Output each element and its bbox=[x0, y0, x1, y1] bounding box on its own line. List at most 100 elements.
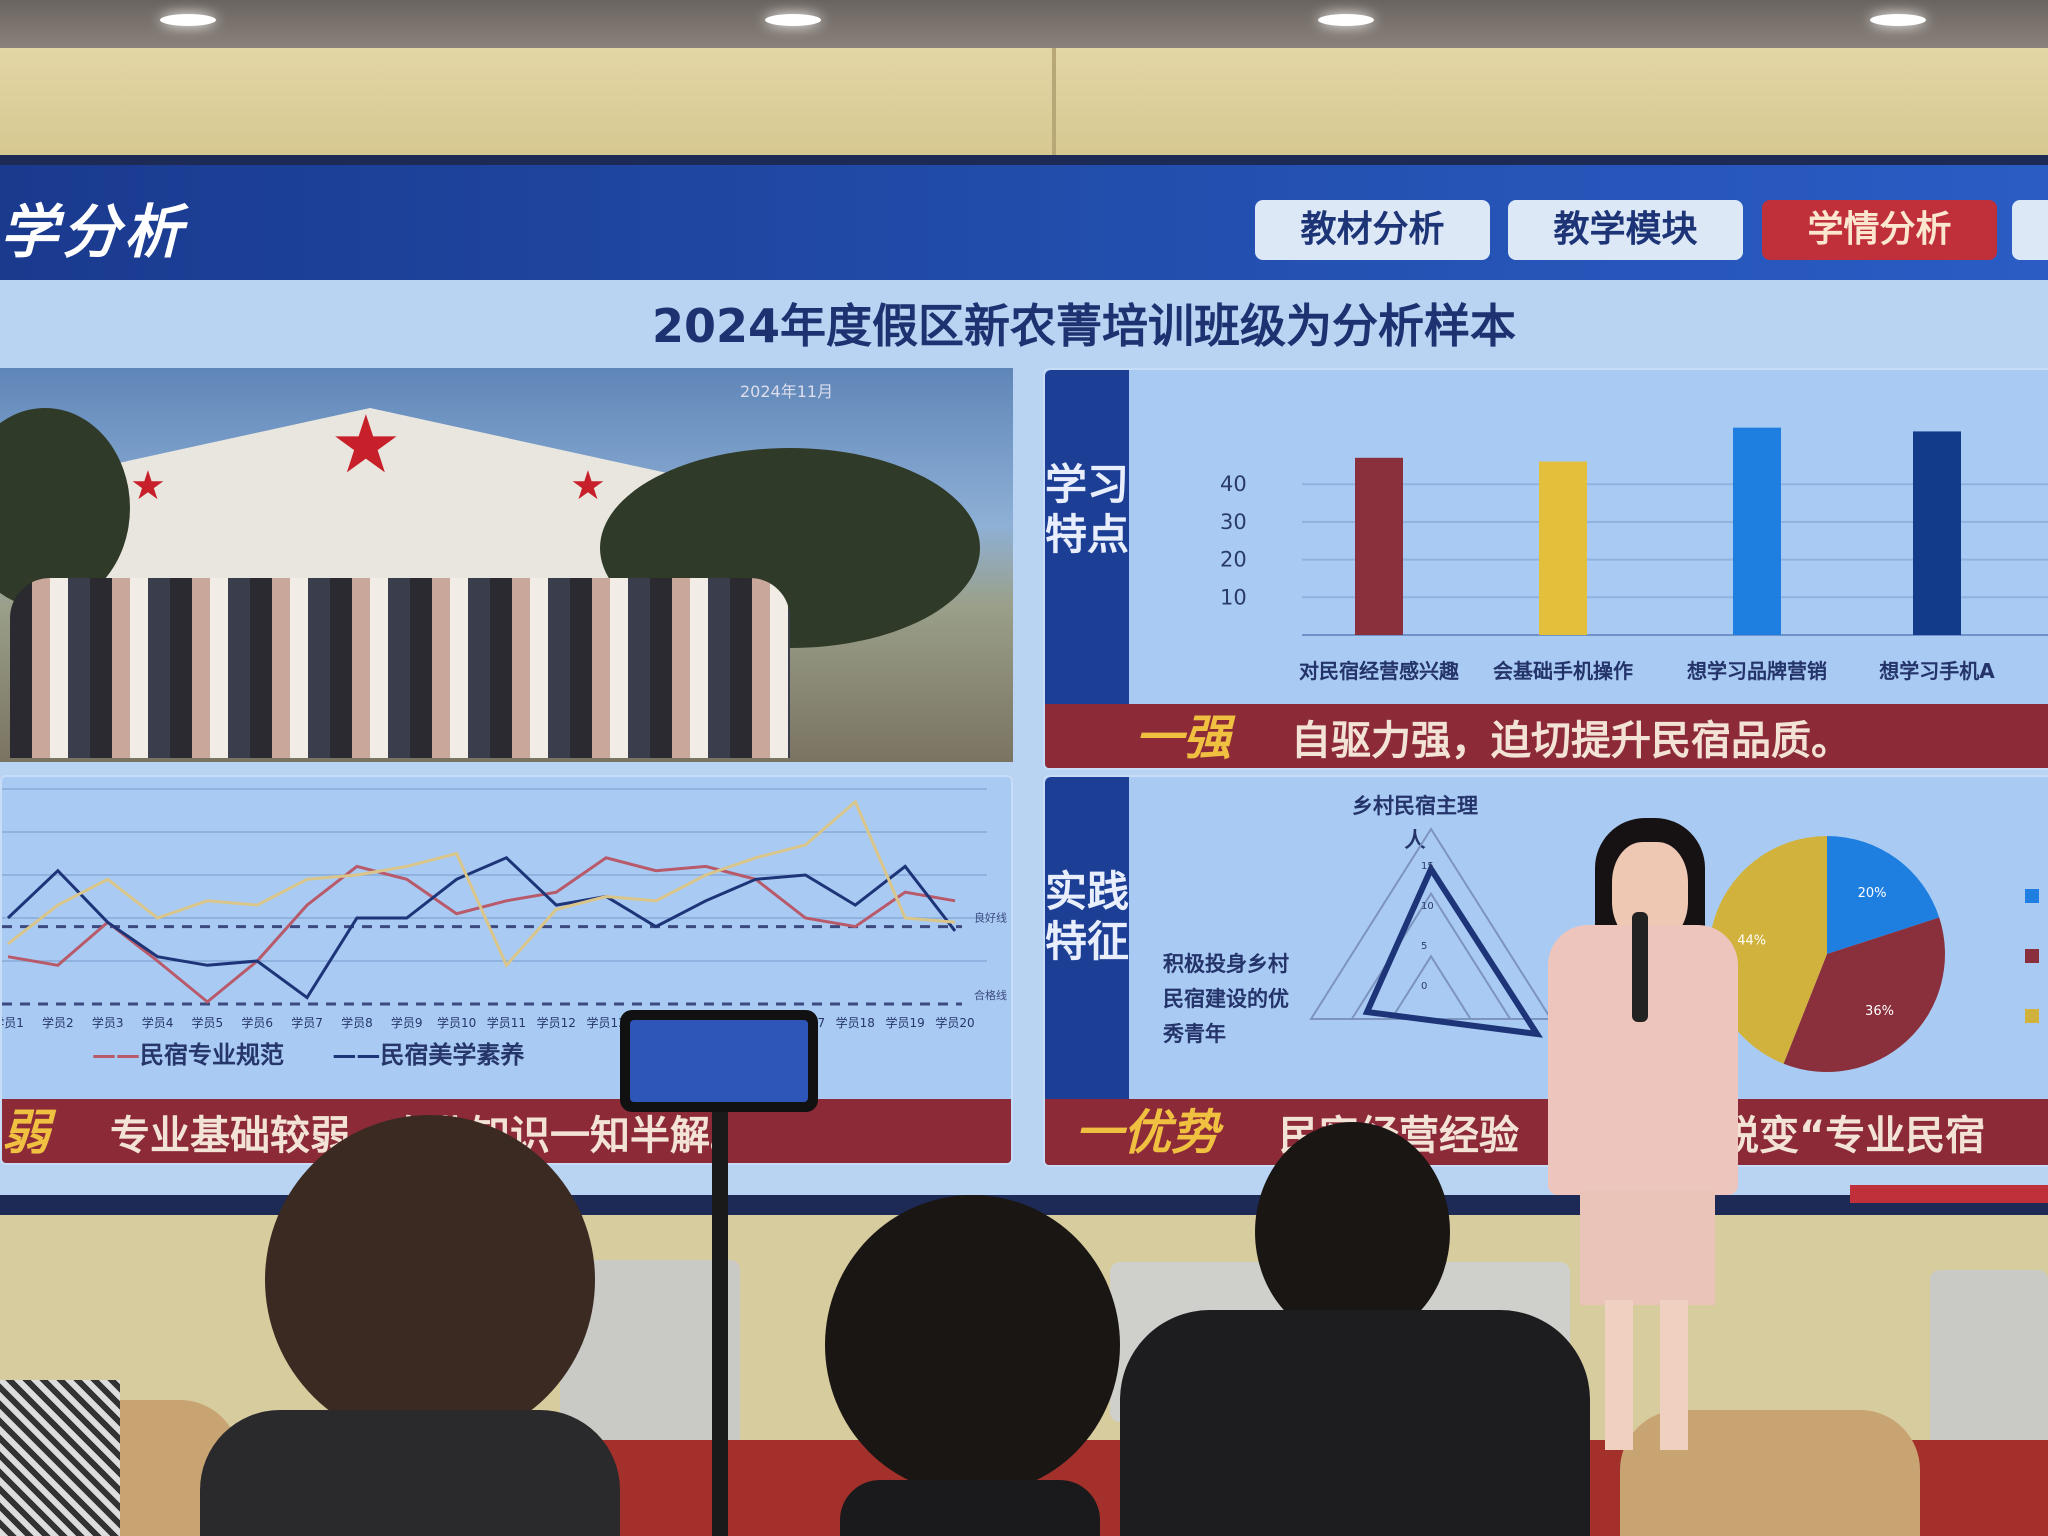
reference-line-label: 良好线 bbox=[974, 911, 1007, 925]
banner-lead: 一强 bbox=[1135, 710, 1232, 766]
pie-legend-swatch bbox=[2025, 889, 2039, 903]
pie-label: 44% bbox=[1737, 934, 1766, 949]
legend-series-2: 民宿美学素养 bbox=[380, 1041, 525, 1069]
slide-subtitle: 2024年度假区新农菁培训班级为分析样本 bbox=[651, 299, 1517, 353]
legend-series-1: 民宿专业规范 bbox=[140, 1041, 284, 1069]
x-tick-label: 学员10 bbox=[437, 1015, 476, 1030]
banner-text-2: 蜕变“专业民宿 bbox=[1719, 1113, 1986, 1159]
audience-body bbox=[200, 1410, 620, 1536]
bar bbox=[1539, 461, 1587, 635]
bar bbox=[1733, 427, 1781, 635]
ceiling-light bbox=[1318, 14, 1374, 26]
bar-chart: 10 20 30 40 对民宿经营感兴趣 会基础手机操作 想学习品牌营销 想学习手机A bbox=[1220, 427, 2048, 683]
x-tick-label: 学员8 bbox=[341, 1015, 373, 1030]
tab-learner-analysis[interactable]: 学情分析 bbox=[1762, 200, 1997, 260]
audience-head bbox=[1255, 1122, 1450, 1342]
learning-traits-label: 学习特点 bbox=[1045, 370, 1129, 704]
radar-top-label: 乡村民宿主理人 bbox=[1352, 794, 1478, 852]
x-tick-label: 学员7 bbox=[291, 1015, 323, 1030]
red-star-icon: ★ bbox=[330, 398, 402, 491]
phone-screen bbox=[630, 1020, 808, 1102]
x-tick-label: 学员5 bbox=[192, 1015, 224, 1030]
red-star-icon: ★ bbox=[130, 463, 166, 509]
red-star-icon: ★ bbox=[570, 463, 606, 509]
audience-shoulder bbox=[0, 1380, 120, 1536]
audience-body bbox=[840, 1480, 1100, 1536]
photo-date: 2024年11月 bbox=[740, 382, 834, 401]
x-category-label: 对民宿经营感兴趣 bbox=[1299, 659, 1460, 683]
legend-swatch: —— bbox=[332, 1041, 381, 1069]
x-category-label: 想学习品牌营销 bbox=[1687, 659, 1827, 683]
pie-legend-swatch bbox=[2025, 1009, 2039, 1023]
slide-footer-accent bbox=[1850, 1185, 2048, 1203]
ceiling-light bbox=[765, 14, 821, 26]
x-tick-label: 学员9 bbox=[391, 1015, 423, 1030]
presenter-skirt bbox=[1580, 1190, 1715, 1305]
ceiling-light bbox=[160, 14, 216, 26]
series-line bbox=[7, 799, 956, 969]
smartphone-camera bbox=[620, 1010, 818, 1112]
x-tick-label: 学员18 bbox=[836, 1015, 875, 1030]
wall-seam bbox=[1052, 48, 1056, 158]
x-tick-label: 学员3 bbox=[92, 1015, 124, 1030]
audience-head bbox=[825, 1195, 1120, 1495]
audience-head bbox=[265, 1115, 595, 1445]
legend-swatch: —— bbox=[92, 1041, 140, 1069]
radar-grid bbox=[1389, 954, 1473, 1020]
strength-banner: 一强 自驱力强，迫切提升民宿品质。 bbox=[1045, 704, 2048, 768]
tab-textbook-analysis[interactable]: 教材分析 bbox=[1255, 200, 1490, 260]
ceiling-light bbox=[1870, 14, 1926, 26]
bar bbox=[1355, 457, 1403, 635]
banner-lead: 一优势 bbox=[1075, 1105, 1220, 1161]
x-tick-label: 学员2 bbox=[42, 1015, 74, 1030]
wall-panels bbox=[0, 48, 2048, 158]
y-tick-label: 30 bbox=[1220, 510, 1247, 534]
advantage-banner: 一优势民宿经营经验蜕变“专业民宿 bbox=[1045, 1099, 2048, 1165]
tab-partial[interactable] bbox=[2012, 200, 2048, 260]
radar-left-label: 积极投身乡村民宿建设的优秀青年 bbox=[1163, 952, 1289, 1046]
ceiling bbox=[0, 0, 2048, 48]
led-screen: 学分析 教材分析 教学模块 学情分析 2024年度假区新农菁培训班级为分析样本 … bbox=[0, 155, 2048, 1215]
x-category-label: 想学习手机A bbox=[1879, 659, 1995, 683]
y-tick-label: 40 bbox=[1220, 472, 1247, 496]
practice-traits-panel: 实践特征 乡村民宿主理人 积极投身乡村民宿建设的优秀青年 0 5 10 15 20% 36… bbox=[1043, 775, 2048, 1167]
x-tick-label: 学员6 bbox=[241, 1015, 273, 1030]
group-of-people bbox=[10, 578, 790, 758]
presenter-leg bbox=[1660, 1300, 1688, 1450]
pie-slice bbox=[1709, 836, 1827, 1064]
series-line bbox=[6, 856, 957, 1000]
x-tick-label: 学员4 bbox=[142, 1015, 174, 1030]
banner-text: 自驱力强，迫切提升民宿品质。 bbox=[1291, 718, 1852, 764]
group-photo: ★ ★ ★ 2024年11月 bbox=[0, 368, 1013, 762]
x-tick-label: 学员11 bbox=[487, 1015, 526, 1030]
pie-label: 20% bbox=[1858, 886, 1887, 901]
radar-series bbox=[1362, 862, 1544, 1038]
line-chart: 良好线合格线学员1 学员2 学员3 学员4 学员5 学员6 学员7 学员8 学员9 学员10 学员1… bbox=[2, 788, 1007, 1030]
x-tick-label: 学员1 bbox=[2, 1015, 24, 1030]
y-tick-label: 20 bbox=[1220, 548, 1247, 572]
radar-tick: 15 bbox=[1421, 861, 1434, 872]
audience-body bbox=[1120, 1310, 1590, 1536]
reference-line-label: 合格线 bbox=[974, 988, 1007, 1002]
x-tick-label: 学员12 bbox=[537, 1015, 576, 1030]
pie-legend-swatch bbox=[2025, 949, 2039, 963]
radar-tick: 10 bbox=[1421, 901, 1434, 912]
tree bbox=[0, 408, 130, 608]
x-category-label: 会基础手机操作 bbox=[1493, 659, 1633, 683]
radar-grid bbox=[1309, 827, 1553, 1020]
learning-traits-panel: 学习特点 10 20 30 40 对民宿经营感兴趣 会基础手机操作 想学习品牌营销 想学习手机… bbox=[1043, 368, 2048, 770]
banner-lead: 弱 bbox=[2, 1105, 51, 1161]
radar-and-pie: 0 5 10 15 20% 36% 44% bbox=[1309, 827, 2039, 1072]
x-tick-label: 学员19 bbox=[886, 1015, 925, 1030]
microphone bbox=[1632, 912, 1648, 1022]
tab-teaching-modules[interactable]: 教学模块 bbox=[1508, 200, 1743, 260]
slide-title: 学分析 bbox=[0, 198, 187, 266]
presenter-leg bbox=[1605, 1300, 1633, 1450]
x-tick-label: 学员13 bbox=[586, 1015, 625, 1030]
score-line-chart-panel: 良好线合格线学员1 学员2 学员3 学员4 学员5 学员6 学员7 学员8 学员9 学员10 学员1… bbox=[0, 775, 1013, 1165]
slide-header: 学分析 教材分析 教学模块 学情分析 bbox=[0, 165, 2048, 280]
pie-slice bbox=[1783, 917, 1945, 1072]
radar-tick: 0 bbox=[1421, 981, 1427, 992]
tripod-pole bbox=[712, 1100, 728, 1536]
pie-slice bbox=[1827, 836, 1940, 954]
